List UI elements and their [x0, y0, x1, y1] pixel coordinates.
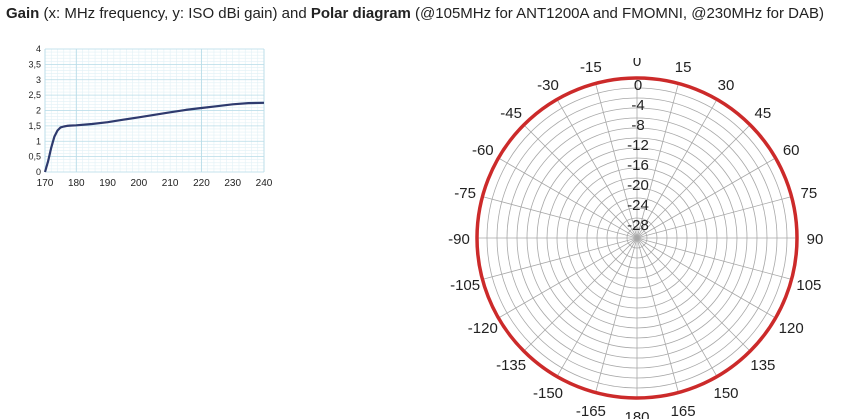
- polar-description: (@105MHz for ANT1200A and FMOMNI, @230MH…: [410, 5, 824, 22]
- angle-tick-label: -45: [500, 105, 522, 122]
- angle-tick-label: 60: [783, 142, 800, 159]
- angle-tick-label: 0: [633, 58, 641, 70]
- page-heading: Gain (x: MHz frequency, y: ISO dBi gain)…: [6, 5, 824, 22]
- y-tick-label: 2,5: [28, 90, 41, 100]
- x-tick-label: 220: [193, 178, 210, 189]
- angle-tick-label: -15: [580, 59, 602, 76]
- polar-spoke: [595, 237, 638, 393]
- polar-chart: 0 -4 -8 -12 -16 -20 -24 -28 0 15 30 45 60 75 90 105 120 1…: [448, 58, 824, 419]
- polar-title: Polar diagram: [310, 5, 411, 22]
- y-tick-label: 1,5: [28, 121, 41, 131]
- angle-tick-label: 90: [807, 231, 824, 248]
- y-tick-label: 1: [36, 136, 41, 146]
- polar-spoke: [523, 124, 638, 239]
- radial-tick-label: 0: [634, 77, 642, 94]
- x-tick-label: 190: [99, 178, 116, 189]
- x-tick-label: 240: [256, 178, 273, 189]
- radial-tick-label: -8: [631, 117, 644, 134]
- polar-spoke: [498, 157, 638, 239]
- radial-tick-label: -28: [627, 217, 649, 234]
- angle-tick-label: 120: [779, 320, 804, 337]
- polar-spoke: [523, 237, 638, 352]
- angle-tick-label: 135: [750, 357, 775, 374]
- angle-tick-label: -30: [537, 77, 559, 94]
- polar-spoke: [595, 83, 638, 239]
- gain-chart: 0 0,5 1 1,5 2 2,5 3 3,5 4 170 180 190 200 210 220 230 24…: [28, 44, 273, 189]
- gain-description: (x: MHz frequency, y: ISO dBi gain) and: [39, 5, 311, 22]
- angle-tick-label: -135: [496, 357, 526, 374]
- polar-spoke: [636, 99, 718, 239]
- polar-spoke: [556, 237, 638, 377]
- angle-tick-label: 150: [713, 385, 738, 402]
- y-tick-label: 0,5: [28, 152, 41, 162]
- radial-tick-label: -4: [631, 97, 644, 114]
- polar-spoke: [636, 237, 776, 319]
- y-tick-label: 4: [36, 44, 41, 54]
- angle-tick-label: -150: [533, 385, 563, 402]
- angle-tick-label: -90: [448, 231, 470, 248]
- angle-tick-label: 165: [671, 403, 696, 419]
- radial-tick-label: -24: [627, 197, 649, 214]
- angle-tick-label: 30: [718, 77, 735, 94]
- polar-spoke: [636, 237, 751, 352]
- x-tick-label: 180: [68, 178, 85, 189]
- angle-tick-label: -120: [468, 320, 498, 337]
- angle-tick-label: 15: [675, 59, 692, 76]
- polar-spoke: [636, 237, 718, 377]
- polar-spoke: [482, 237, 638, 280]
- polar-spoke: [636, 237, 679, 393]
- polar-spoke: [636, 157, 776, 239]
- angle-tick-label: -165: [576, 403, 606, 419]
- x-tick-label: 170: [37, 178, 54, 189]
- y-tick-label: 2: [36, 106, 41, 116]
- angle-tick-label: 45: [755, 105, 772, 122]
- angle-tick-label: -75: [454, 185, 476, 202]
- polar-spoke: [636, 124, 751, 239]
- radial-tick-label: -20: [627, 177, 649, 194]
- angle-tick-label: 105: [796, 277, 821, 294]
- x-tick-label: 230: [224, 178, 241, 189]
- angle-tick-label: 75: [801, 185, 818, 202]
- gain-title: Gain: [6, 5, 40, 22]
- polar-spoke: [636, 237, 792, 280]
- polar-spoke: [498, 237, 638, 319]
- gain-series-line: [43, 101, 265, 173]
- radiation-pattern: [475, 76, 799, 400]
- polar-spoke: [636, 83, 679, 239]
- polar-spoke: [556, 99, 638, 239]
- angle-tick-label: -105: [450, 277, 480, 294]
- radial-tick-label: -16: [627, 157, 649, 174]
- polar-spoke: [482, 196, 638, 239]
- y-tick-label: 3,5: [28, 59, 41, 69]
- radial-tick-label: -12: [627, 137, 649, 154]
- angle-tick-label: 180: [624, 409, 649, 419]
- y-tick-label: 3: [36, 75, 41, 85]
- polar-spoke: [636, 196, 792, 239]
- y-tick-label: 0: [36, 167, 41, 177]
- x-tick-label: 210: [162, 178, 179, 189]
- x-tick-label: 200: [131, 178, 148, 189]
- angle-tick-label: -60: [472, 142, 494, 159]
